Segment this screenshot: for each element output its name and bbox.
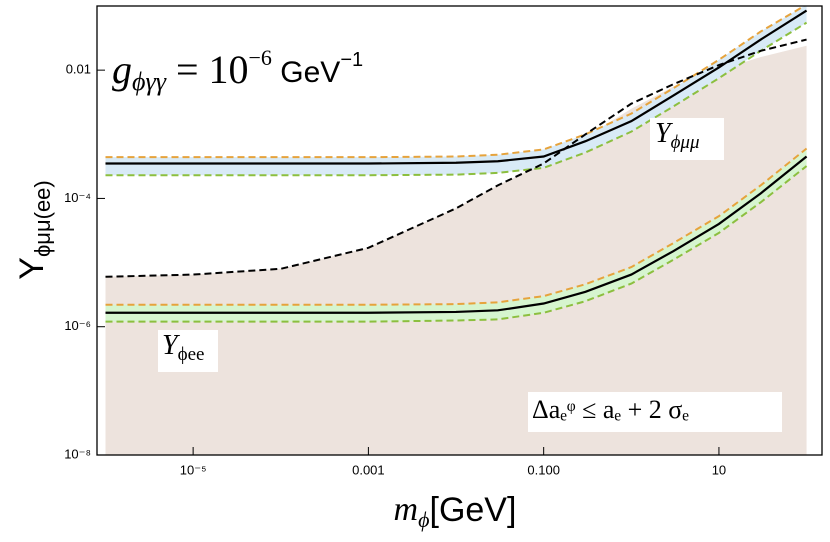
y-axis-label: Yϕμμ(ee) [13,180,55,279]
curve [105,165,808,323]
y-tick-label: 10⁻⁸ [64,446,91,461]
mumu-main: Y [655,118,674,149]
bound-label: Δaₑᵠ ≤ aₑ + 2 σₑ [532,395,689,424]
x-axis-label: mϕ[GeV] [394,491,517,532]
mumu-label: Yϕμμ [655,118,700,153]
y-tick-label: 10⁻⁶ [64,318,91,333]
label-box [158,330,218,372]
coupling-main: g [112,47,132,92]
x-label-main: m [394,491,419,528]
plot-area [105,6,808,455]
coupling-sup: −6 [249,45,272,70]
band-fill [105,148,807,322]
coupling-rest: = 10 [166,47,249,92]
label-box [528,392,782,432]
annotations: gϕγγ = 10−6 GeV−1 Yϕμμ Yϕee Δaₑᵠ ≤ aₑ + … [112,45,782,432]
coupling-label: gϕγγ = 10−6 GeV−1 [112,45,363,96]
x-label-sub: ϕ [418,507,429,532]
y-label-sub: ϕμμ(ee) [30,180,55,257]
curve [105,147,808,306]
x-tick-label: 0.100 [527,462,560,477]
ee-sub: ϕee [178,344,205,365]
coupling-unit-sup: −1 [340,49,363,71]
ee-label: Yϕee [162,330,204,365]
y-tick-label: 10⁻⁴ [64,190,91,205]
excluded-region [105,45,807,455]
x-label-rest: [GeV] [430,491,517,529]
x-tick-label: 10⁻⁵ [180,462,207,477]
band-fill [105,6,807,176]
x-tick-label: 10 [712,462,726,477]
coupling-sub: ϕγγ [132,67,167,96]
mumu-sub: ϕμμ [671,132,700,153]
y-tick-label: 0.01 [66,62,91,77]
curve [105,9,808,165]
x-tick-label: 0.001 [352,462,385,477]
frame [96,5,823,456]
coupling-unit: GeV [272,56,340,89]
curve [105,155,808,314]
axes: 10⁻⁵ 0.001 0.100 10 10⁻⁸ 10⁻⁶ 10⁻⁴ 0.01 [64,62,726,478]
ee-main: Y [162,330,181,361]
y-label-main: Y [13,257,51,280]
curve [105,38,807,278]
label-box [650,118,724,160]
